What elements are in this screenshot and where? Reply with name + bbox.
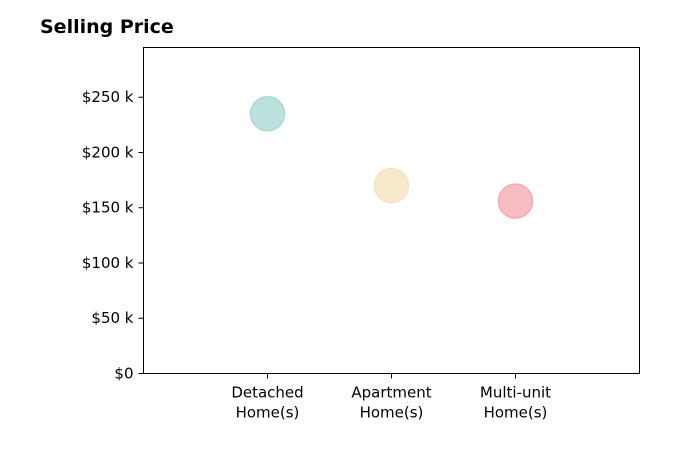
data-points [249, 96, 534, 219]
y-tick-label: $150 k [82, 199, 134, 217]
chart-title: Selling Price [40, 16, 174, 38]
plot-area-frame [143, 47, 640, 374]
y-tick-label: $100 k [82, 254, 134, 272]
data-point [497, 183, 534, 219]
y-tick-label: $200 k [82, 143, 134, 161]
y-tick-label: $50 k [91, 309, 133, 327]
data-point [373, 167, 410, 204]
x-axis: Detached Home(s) Apartment Home(s) Multi-uni… [231, 373, 551, 422]
x-tick-label: Home(s) [360, 404, 424, 422]
x-tick-label: Apartment [351, 384, 431, 402]
y-tick-label: $0 [114, 365, 133, 383]
x-tick-label: Detached [231, 384, 303, 402]
x-tick-label: Home(s) [236, 404, 300, 422]
data-point [249, 96, 286, 132]
x-tick-label: Multi-unit [480, 384, 551, 402]
y-tick-label: $250 k [82, 88, 134, 106]
y-axis: $0 $50 k $100 k $150 k $200 k $250 k [82, 88, 144, 383]
x-tick-label: Home(s) [484, 404, 548, 422]
